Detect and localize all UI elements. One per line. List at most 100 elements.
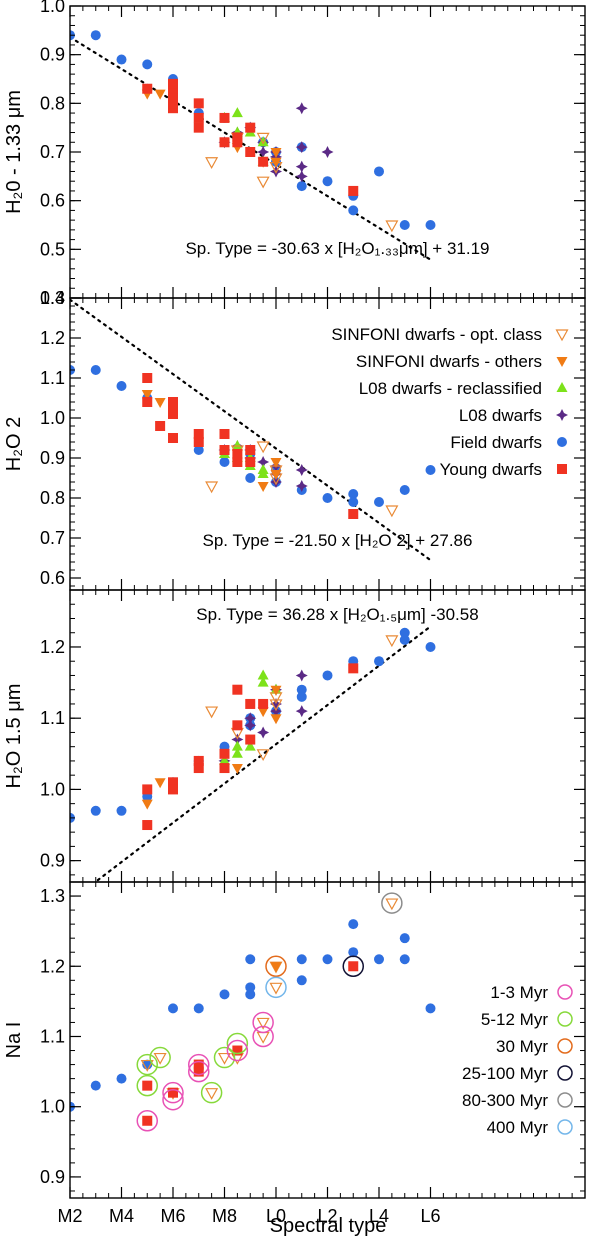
young-point: [245, 122, 256, 133]
field-point: [374, 497, 384, 507]
x-axis-label: Spectral type: [270, 1215, 387, 1237]
young-point: [168, 78, 178, 89]
young-point: [168, 409, 178, 419]
age-ring: [188, 1053, 210, 1076]
l08-point: [270, 476, 282, 488]
opt-point: [256, 132, 270, 145]
y-tick-label: 1.3: [40, 886, 65, 906]
panel-p4: 0.9 1.0 1.1 1.2 1.3 Na I 1-3 Myr 5-12 Myr 30 Myr…: [3, 881, 586, 1199]
young-point: [219, 137, 230, 148]
young-point: [142, 1115, 153, 1126]
field-point: [219, 457, 230, 467]
young-point: [232, 1045, 243, 1056]
young-point: [168, 433, 178, 443]
fit-equation: Sp. Type = -30.63 x [H₂O₁.₃₃μm] + 31.19: [185, 239, 489, 258]
age-ring: [136, 1074, 158, 1097]
opt-point: [256, 1031, 270, 1044]
field-point: [296, 684, 307, 695]
field-point: [399, 933, 410, 944]
young-point: [245, 734, 256, 745]
opt-point: [153, 1052, 167, 1065]
field-point: [374, 954, 384, 965]
legend-label: SINFONI dwarfs - opt. class: [331, 325, 542, 344]
legend-label: Young dwarfs: [440, 460, 542, 479]
age-legend-label: 400 Myr: [487, 1118, 549, 1137]
l08-point: [295, 102, 308, 115]
y-tick-label: 0.6: [40, 191, 65, 211]
opt-point: [140, 1059, 154, 1072]
legend-marker-l08r: [556, 382, 568, 392]
field-point: [348, 919, 359, 930]
young-point: [232, 457, 243, 467]
young-point: [155, 421, 166, 431]
oth-point: [154, 89, 166, 100]
field-point: [399, 627, 410, 638]
x-tick-label: M2: [57, 1206, 82, 1226]
oth-point: [257, 707, 269, 718]
field-point: [219, 989, 230, 1000]
oth-point: [141, 799, 153, 810]
young-point: [168, 401, 178, 411]
oth-point: [270, 962, 282, 973]
y-tick-label: 0.9: [40, 1167, 65, 1187]
age-legend-ring: [557, 1065, 573, 1081]
y-tick-label: 1.0: [40, 0, 65, 16]
young-point: [232, 720, 243, 731]
age-legend-ring: [557, 1011, 573, 1027]
y-axis-label: H₂O 2: [3, 417, 25, 471]
field-point: [348, 947, 359, 958]
plot-area-p2: [70, 298, 436, 562]
field-point: [348, 489, 359, 499]
young-point: [348, 961, 359, 972]
opt-point: [256, 1017, 270, 1030]
young-point: [348, 509, 359, 519]
field-point: [374, 166, 384, 177]
y-axis-label: H₂O 1.5 μm: [3, 684, 25, 789]
y-tick-label: 1.2: [40, 328, 65, 348]
age-ring: [136, 1053, 158, 1076]
y-tick-label: 0.7: [40, 142, 65, 162]
x-tick-label: L2: [317, 1206, 337, 1226]
field-point: [193, 445, 204, 455]
y-tick-label: 0.5: [40, 239, 65, 259]
field-point: [245, 473, 256, 483]
y-tick-label: 0.9: [40, 851, 65, 871]
young-point: [142, 820, 153, 831]
legend-marker-young: [557, 464, 567, 474]
l08-point: [295, 141, 308, 154]
field-point: [296, 691, 307, 702]
opt-point: [269, 982, 283, 995]
age-ring: [252, 1025, 274, 1048]
young-point: [142, 1080, 153, 1091]
field-point: [116, 54, 127, 65]
age-ring: [265, 955, 287, 978]
y-tick-label: 1.1: [40, 368, 65, 388]
field-point: [322, 954, 333, 965]
legend-marker-opt: [555, 329, 569, 342]
young-point: [142, 83, 153, 94]
oth-point: [270, 458, 282, 468]
field-point: [322, 493, 333, 503]
age-ring: [162, 1081, 184, 1104]
x-tick-label: M6: [160, 1206, 185, 1226]
l08r-point: [231, 107, 243, 118]
field-point: [399, 634, 410, 645]
y-tick-label: 0.9: [40, 45, 65, 65]
opt-point: [205, 481, 219, 494]
legend-label: L08 dwarfs: [459, 406, 542, 425]
young-point: [142, 373, 153, 383]
young-point: [232, 684, 243, 695]
plot-area-p4: [70, 892, 436, 1132]
field-point: [425, 641, 436, 652]
young-point: [193, 429, 204, 439]
oth-point: [154, 778, 166, 789]
l08-point: [244, 712, 257, 725]
age-ring: [381, 892, 403, 914]
y-tick-label: 1.2: [40, 637, 65, 657]
young-point: [193, 755, 204, 766]
plot-area-p1: [70, 30, 436, 261]
young-point: [219, 112, 230, 123]
age-ring: [213, 1046, 236, 1069]
field-point: [399, 220, 410, 230]
young-point: [142, 784, 153, 795]
